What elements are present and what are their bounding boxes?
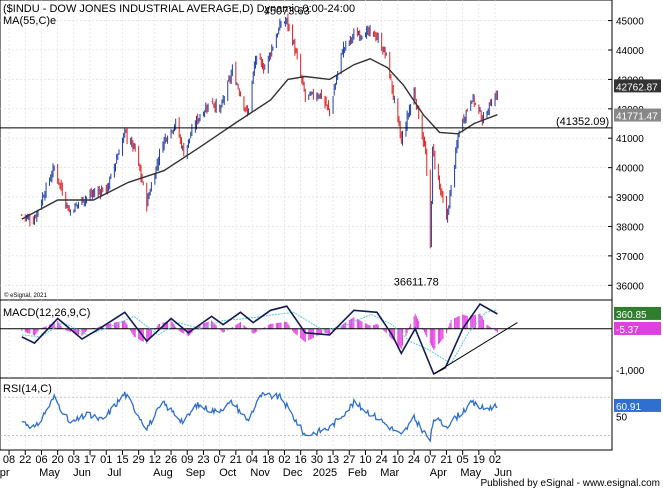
x-month-label: Sep [186, 467, 206, 479]
x-axis-ticks: 2508220620031701152912260923072104180216… [3, 450, 501, 466]
price-y-axis: 3600037000380003900040000410004200043000… [608, 17, 644, 292]
x-tick-label: 01 [100, 454, 112, 466]
x-month-label: Jun [73, 467, 91, 479]
rsi-line [21, 391, 498, 443]
ma-value-tag: 41771.47 [614, 108, 661, 123]
macd-histogram [21, 313, 498, 350]
x-tick-label: 23 [197, 454, 209, 466]
price-tick-label: 41000 [616, 134, 644, 145]
chart-title: ($INDU - DOW JONES INDUSTRIAL AVERAGE,D)… [3, 3, 355, 15]
svg-text:-5.37: -5.37 [616, 325, 639, 336]
macd-panel-frame [0, 299, 613, 379]
x-tick-label: 27 [343, 454, 355, 466]
x-tick-label: 03 [68, 454, 80, 466]
rsi-value-tag: 60.91 [614, 398, 661, 413]
price-tick-label: 38000 [616, 222, 644, 233]
x-tick-label: 22 [19, 454, 31, 466]
x-tick-label: 06 [35, 454, 47, 466]
macd-line [21, 303, 498, 376]
x-month-label: Mar [380, 467, 399, 479]
support-annotation: (41352.09) [556, 116, 609, 128]
last-price-tag: 42762.87 [614, 79, 661, 93]
svg-text:360.85: 360.85 [616, 310, 647, 321]
rsi-label: RSI(14,C) [3, 383, 52, 395]
x-tick-label: 19 [473, 454, 485, 466]
x-tick-label: 10 [392, 454, 404, 466]
price-tick-label: 36000 [616, 281, 644, 292]
x-tick-label: 17 [84, 454, 96, 466]
x-month-label: Jul [107, 467, 121, 479]
x-tick-label: 05 [457, 454, 469, 466]
x-month-label: Apr [430, 467, 447, 479]
x-tick-label: 02 [278, 454, 290, 466]
x-tick-label: 15 [116, 454, 128, 466]
high-annotation: 45073.63 [264, 5, 310, 17]
low-annotation: 36611.78 [394, 276, 439, 288]
price-tick-label: 44000 [616, 46, 644, 57]
macd-y-tick: -1,000 [616, 366, 645, 377]
x-month-label: Aug [153, 467, 173, 479]
svg-text:42762.87: 42762.87 [616, 82, 658, 93]
x-tick-label: 07 [424, 454, 436, 466]
x-tick-label: 04 [246, 454, 258, 466]
x-month-label: Feb [348, 467, 367, 479]
x-month-label: Dec [283, 467, 303, 479]
footer-credit: Published by eSignal - www.esignal.com [480, 478, 660, 489]
x-tick-label: 10 [359, 454, 371, 466]
x-month-label: 2025 [313, 467, 337, 479]
x-month-label: Nov [250, 467, 270, 479]
price-tick-label: 39000 [616, 193, 644, 204]
x-month-label: May [460, 467, 481, 479]
x-tick-label: 02 [489, 454, 501, 466]
x-tick-label: 24 [376, 454, 388, 466]
x-tick-label: 13 [327, 454, 339, 466]
x-tick-label: 09 [181, 454, 193, 466]
macd-value-tag: 360.85 [614, 306, 661, 321]
x-tick-label: 12 [149, 454, 161, 466]
x-tick-label: 21 [230, 454, 242, 466]
x-tick-label: 29 [133, 454, 145, 466]
ma-line [21, 58, 498, 220]
x-month-label: Oct [219, 467, 236, 479]
x-tick-label: 20 [52, 454, 64, 466]
ma-label: MA(55,C)e [3, 15, 56, 27]
x-tick-label: 08 [3, 454, 15, 466]
x-tick-label: 30 [311, 454, 323, 466]
x-tick-label: 16 [295, 454, 307, 466]
rsi-y-tick: 50 [616, 412, 628, 423]
macd-signal-line [21, 309, 498, 365]
price-tick-label: 45000 [616, 17, 644, 28]
price-panel-frame [0, 0, 613, 301]
x-tick-label: 07 [214, 454, 226, 466]
x-tick-label: 26 [165, 454, 177, 466]
x-tick-label: 18 [262, 454, 274, 466]
x-tick-label: 21 [440, 454, 452, 466]
x-tick-label: 24 [408, 454, 420, 466]
price-tick-label: 37000 [616, 252, 644, 263]
svg-text:60.91: 60.91 [616, 402, 641, 413]
x-month-label: May [39, 467, 60, 479]
svg-text:41771.47: 41771.47 [616, 112, 658, 123]
macd-label: MACD(12,26,9,C) [3, 307, 90, 319]
x-month-label: Apr [0, 467, 10, 479]
x-month-label: Jun [494, 467, 512, 479]
price-tick-label: 40000 [616, 164, 644, 175]
signal-value-tag: -5.37 [614, 321, 661, 336]
rsi-panel-frame [0, 377, 613, 451]
macd-trendline [433, 322, 518, 375]
watermark: © eSignal, 2021 [4, 292, 47, 299]
x-axis-months: Apr May Jun Jul Aug Sep Oct Nov Dec 2025 Feb Mar Apr… [0, 467, 512, 479]
